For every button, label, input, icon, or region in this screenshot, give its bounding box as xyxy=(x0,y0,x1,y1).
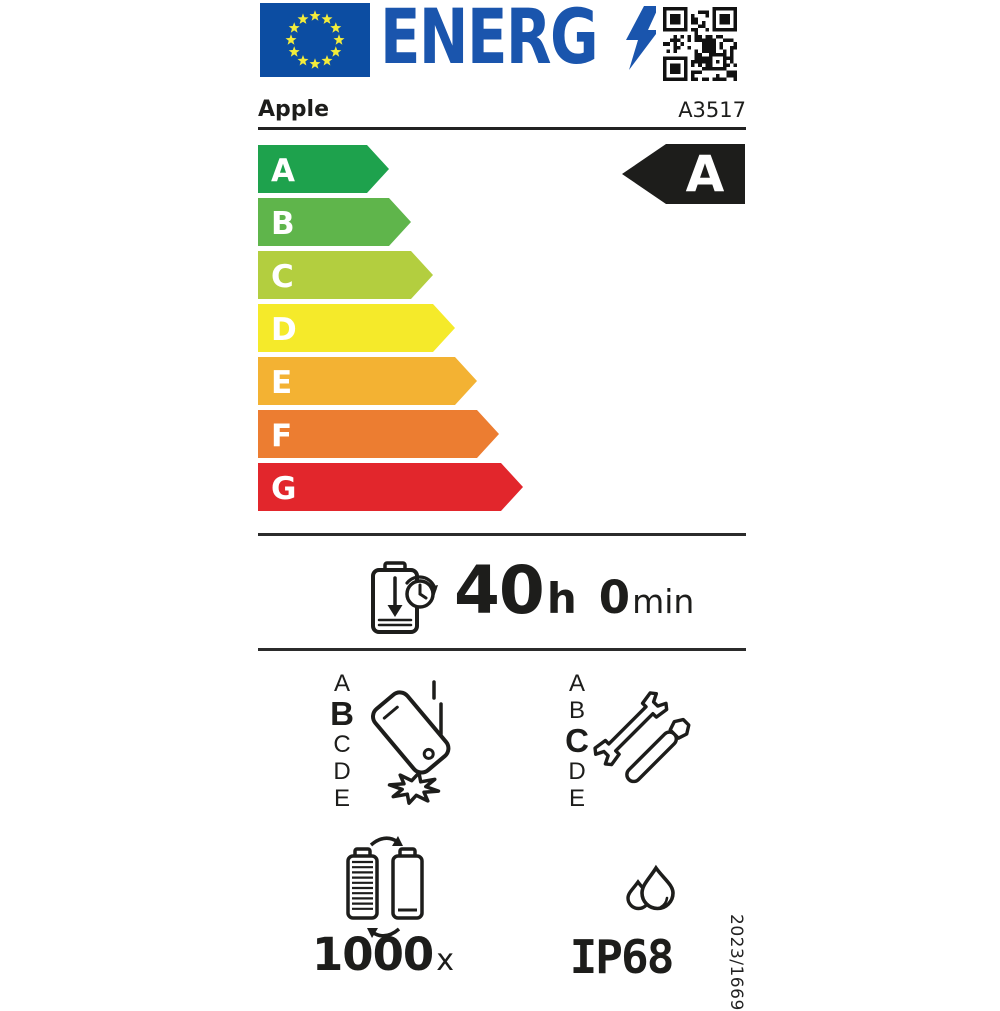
endurance-hours: 40 xyxy=(454,552,545,629)
brand-row: Apple A3517 xyxy=(258,97,746,130)
battery-cycles-icon xyxy=(346,836,424,938)
efficiency-arrow-B: B xyxy=(258,198,523,246)
scale-letter-D: D xyxy=(333,758,351,785)
phone-drop-icon xyxy=(371,680,451,805)
model-number: A3517 xyxy=(678,98,746,122)
svg-text:D: D xyxy=(271,312,297,348)
ip-rating: IP68 xyxy=(569,930,675,984)
efficiency-arrow-D: D xyxy=(258,304,523,352)
scale-letter-C: C xyxy=(565,722,589,759)
scale-letter-A: A xyxy=(568,670,585,697)
repair-tools-icon xyxy=(593,691,691,784)
battery-cycles-value: 1000 x xyxy=(298,928,468,981)
scale-letter-C: C xyxy=(333,731,351,758)
dust-water-icon xyxy=(626,864,675,911)
svg-text:F: F xyxy=(271,418,292,454)
svg-text:A: A xyxy=(271,153,295,189)
scale-letter-D: D xyxy=(568,758,586,785)
lightning-bolt-icon xyxy=(626,6,660,70)
efficiency-arrow-F: F xyxy=(258,410,523,458)
energ-logo: ENERG xyxy=(380,0,660,81)
battery-endurance-value: 40 h 0 min xyxy=(454,552,695,638)
svg-text:C: C xyxy=(271,259,294,295)
efficiency-arrow-E: E xyxy=(258,357,523,405)
scale-letter-B: B xyxy=(330,695,354,732)
divider xyxy=(258,648,746,651)
scale-letter-A: A xyxy=(333,670,350,697)
scale-letter-B: B xyxy=(568,697,585,724)
endurance-minutes-unit: min xyxy=(632,582,695,621)
divider xyxy=(258,533,746,536)
brand-name: Apple xyxy=(258,97,329,122)
svg-text:B: B xyxy=(271,206,295,242)
regulation-number: 2023/1669 xyxy=(726,914,746,1011)
cycles-count: 1000 xyxy=(311,928,434,981)
svg-text:G: G xyxy=(271,471,296,507)
battery-endurance-section: 40 h 0 min xyxy=(368,558,694,638)
rating-arrow: A xyxy=(622,144,745,204)
scale-letter-E: E xyxy=(333,785,350,812)
efficiency-arrow-C: C xyxy=(258,251,523,299)
eu-flag-icon xyxy=(260,3,370,77)
qr-code-icon xyxy=(656,0,744,88)
rating-letter: A xyxy=(686,145,725,203)
efficiency-arrow-A: A xyxy=(258,145,523,193)
scale-letter-E: E xyxy=(568,785,585,812)
endurance-hours-unit: h xyxy=(546,574,577,623)
battery-endurance-icon xyxy=(371,561,438,634)
efficiency-arrow-G: G xyxy=(258,463,523,511)
svg-text:E: E xyxy=(271,365,292,401)
energ-text: ENERG xyxy=(380,0,599,81)
cycles-unit: x xyxy=(436,943,454,978)
endurance-minutes: 0 xyxy=(598,571,631,624)
